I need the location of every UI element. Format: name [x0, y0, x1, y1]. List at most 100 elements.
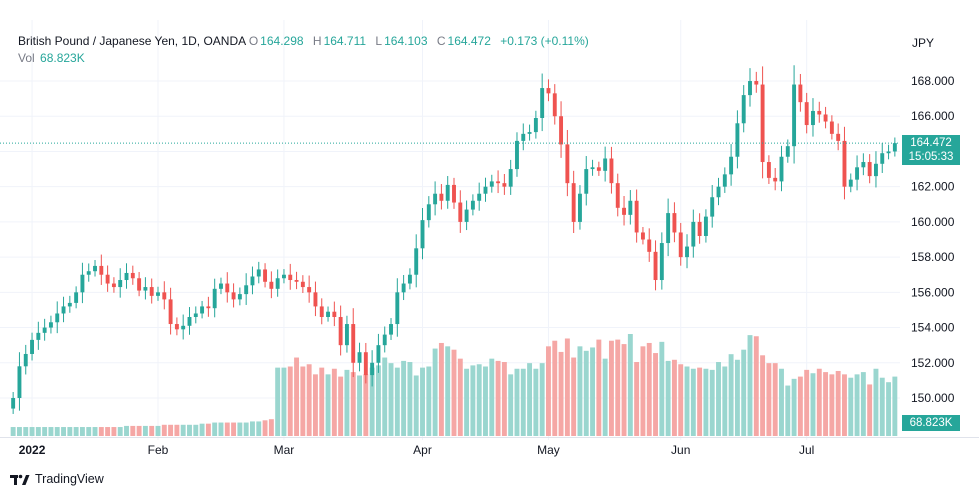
candle-body [760, 84, 765, 163]
volume-bar [684, 366, 690, 436]
candle-body [307, 287, 312, 293]
volume-bar [527, 363, 533, 436]
candle-body [389, 324, 393, 335]
volume-bar [457, 358, 463, 436]
volume-bar [319, 367, 325, 436]
volume-bar [73, 427, 79, 436]
candle-body [181, 325, 186, 330]
price-candles [11, 65, 897, 414]
candle-body [874, 163, 878, 177]
candle-body [596, 167, 601, 171]
candle-body [401, 283, 406, 293]
volume-bar [451, 349, 457, 436]
volume-bar [602, 358, 608, 436]
volume-bar [382, 357, 388, 436]
candle-body [817, 110, 822, 115]
volume-bar [256, 421, 262, 436]
volume-bar [199, 423, 205, 436]
time-tick-label: May [537, 443, 560, 457]
candle-body [880, 153, 885, 164]
candle-body [779, 156, 784, 182]
candle-body [735, 123, 740, 157]
volume-label: Vol [18, 51, 35, 65]
volume-bar [438, 342, 444, 436]
volume-bar [804, 369, 810, 436]
candle-body [174, 324, 179, 330]
candle-body [678, 232, 683, 258]
candle-body [275, 278, 280, 289]
volume-bar [250, 421, 255, 436]
candle-body [861, 162, 866, 168]
volume-bar [552, 340, 558, 436]
candle-body [225, 283, 230, 293]
candle-body [785, 146, 790, 157]
candle-body [559, 116, 564, 145]
candle-body [458, 202, 463, 222]
volume-bar [747, 335, 753, 436]
candle-body [237, 294, 242, 300]
symbol-title[interactable]: British Pound / Japanese Yen, 1D, OANDA [18, 34, 246, 48]
volume-bar [161, 424, 167, 436]
candle-body [420, 220, 425, 249]
volume-bar [741, 349, 747, 436]
candle-body [187, 316, 192, 326]
volume-bar [445, 346, 451, 436]
price-axis[interactable]: 150.000 152.000 154.000 156.000 158.000 160.0… [911, 74, 955, 405]
price-tick-label: 152.000 [911, 356, 955, 370]
candle-body [282, 274, 286, 279]
candle-body [489, 181, 494, 187]
candle-body [36, 332, 41, 340]
volume-bar [193, 424, 199, 436]
candle-body [130, 272, 135, 279]
candle-body [445, 184, 450, 201]
candle-body [811, 110, 815, 126]
time-axis[interactable]: 2022 Feb Mar Apr May Jun Jul [19, 443, 815, 457]
volume-bar [306, 364, 312, 436]
candle-body [496, 181, 501, 184]
volume-bar [105, 427, 111, 436]
currency-label[interactable]: JPY [912, 36, 935, 50]
volume-bar [590, 347, 596, 436]
current-volume-badge: 68.823K [902, 415, 960, 431]
candle-body [67, 302, 72, 307]
open-label: O [248, 34, 259, 48]
candle-body [294, 280, 299, 282]
candle-body [300, 281, 305, 288]
volume-bar [375, 365, 381, 436]
volume-value: 68.823K [40, 51, 85, 65]
volume-bar [344, 369, 350, 436]
time-tick-label: Feb [148, 443, 169, 457]
volume-bar [558, 351, 564, 436]
volume-bar [369, 367, 375, 436]
candle-body [168, 299, 173, 325]
candle-body [590, 167, 595, 170]
candle-body [886, 151, 891, 154]
volume-bar [728, 354, 734, 436]
volume-bar [29, 427, 35, 436]
volume-bar [23, 427, 29, 436]
volume-bar [325, 374, 331, 436]
candle-body [546, 88, 551, 94]
volume-bar [67, 427, 73, 436]
change-value: +0.173 (+0.11%) [500, 34, 589, 48]
volume-bar [665, 360, 671, 436]
volume-bar [722, 366, 728, 436]
volume-bar [426, 366, 432, 436]
candle-body [250, 276, 255, 286]
volume-bar [842, 374, 847, 436]
candle-body [338, 316, 343, 346]
volume-bar [501, 362, 507, 436]
volume-bar [98, 427, 104, 436]
candle-body [483, 186, 488, 194]
candle-body [804, 102, 809, 126]
price-tick-label: 162.000 [911, 180, 955, 194]
volume-bar [174, 424, 180, 436]
volume-bar [621, 344, 627, 436]
tradingview-brand[interactable]: TradingView [10, 472, 104, 486]
candle-body [149, 287, 154, 296]
volume-bar [470, 365, 476, 436]
volume-bar [338, 376, 344, 436]
volume-bar [394, 367, 400, 436]
candle-body [464, 209, 469, 222]
